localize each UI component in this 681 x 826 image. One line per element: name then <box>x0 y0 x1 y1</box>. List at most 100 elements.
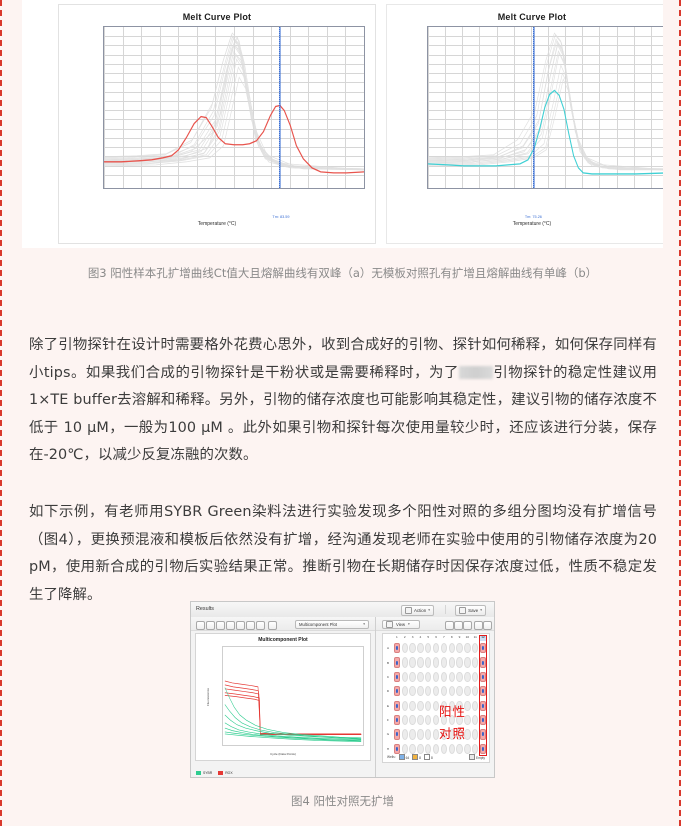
plate-well-H11[interactable] <box>471 742 479 756</box>
plate-well-E10[interactable] <box>463 699 471 713</box>
plate-well-G9[interactable] <box>456 727 464 741</box>
plate-well-F8[interactable] <box>448 713 456 727</box>
plate-col-9[interactable]: 9 <box>458 635 461 639</box>
zoom-in-icon[interactable] <box>445 620 454 630</box>
plate-col-12[interactable]: 12 <box>479 635 487 641</box>
plate-well-H7[interactable] <box>440 742 448 756</box>
plate-well-E1[interactable] <box>393 699 401 713</box>
plate-well-H1[interactable] <box>393 742 401 756</box>
zoom-out-icon[interactable] <box>454 620 463 630</box>
plate-well-A5[interactable] <box>424 641 432 655</box>
plate-well-C5[interactable] <box>424 670 432 684</box>
plate-well-C7[interactable] <box>440 670 448 684</box>
plate-well-D4[interactable] <box>416 684 424 698</box>
plate-well-B10[interactable] <box>463 655 471 669</box>
plate-row-a[interactable]: A <box>386 646 390 651</box>
plate-well-G3[interactable] <box>409 727 417 741</box>
plate-well-H2[interactable] <box>401 742 409 756</box>
plate-well-D5[interactable] <box>424 684 432 698</box>
action-button[interactable]: Action ▾ <box>400 604 434 616</box>
plate-well-C4[interactable] <box>416 670 424 684</box>
plate-well-H6[interactable] <box>432 742 440 756</box>
save-button[interactable]: Save ▾ <box>455 604 486 616</box>
plate-well-B7[interactable] <box>440 655 448 669</box>
plate-well-E3[interactable] <box>409 699 417 713</box>
plate-well-H4[interactable] <box>416 742 424 756</box>
plate-col-4[interactable]: 4 <box>419 635 422 639</box>
plate-well-G10[interactable] <box>463 727 471 741</box>
plate-col-7[interactable]: 7 <box>443 635 445 639</box>
plate-well-F2[interactable] <box>401 713 409 727</box>
pan-icon[interactable] <box>236 620 245 630</box>
plate-well-A9[interactable] <box>456 641 464 655</box>
plate-well-E4[interactable] <box>416 699 424 713</box>
plate-well-D7[interactable] <box>440 684 448 698</box>
plate-well-E6[interactable] <box>432 699 440 713</box>
plate-well-D1[interactable] <box>393 684 401 698</box>
grid-icon[interactable] <box>246 620 255 630</box>
plate-well-G7[interactable] <box>440 727 448 741</box>
plate-well-E11[interactable] <box>471 699 479 713</box>
crop-icon[interactable] <box>256 620 265 630</box>
plate-well-C6[interactable] <box>432 670 440 684</box>
plate-well-B2[interactable] <box>401 655 409 669</box>
zoom-reset-icon[interactable] <box>463 620 472 630</box>
plate-well-A12[interactable] <box>479 641 487 655</box>
plate-well-H5[interactable] <box>424 742 432 756</box>
plate-well-E9[interactable] <box>456 699 464 713</box>
plate-well-G1[interactable] <box>393 727 401 741</box>
plate-well-B5[interactable] <box>424 655 432 669</box>
plate-col-2[interactable]: 2 <box>403 635 406 639</box>
plate-well-D10[interactable] <box>463 684 471 698</box>
plate-well-A8[interactable] <box>448 641 456 655</box>
plate-well-H12[interactable] <box>479 742 487 756</box>
plate-well-A6[interactable] <box>432 641 440 655</box>
plate-well-G4[interactable] <box>416 727 424 741</box>
plate-col-10[interactable]: 10 <box>465 635 470 639</box>
plate-well-C10[interactable] <box>463 670 471 684</box>
plate-col-3[interactable]: 3 <box>411 635 414 639</box>
plate-well-A3[interactable] <box>409 641 417 655</box>
plate-col-1[interactable]: 1 <box>396 635 398 639</box>
plate-well-F6[interactable] <box>432 713 440 727</box>
plate-well-A2[interactable] <box>401 641 409 655</box>
plate-well-C8[interactable] <box>448 670 456 684</box>
plate-well-H9[interactable] <box>456 742 464 756</box>
plate-wells[interactable] <box>393 641 487 756</box>
plate-well-E7[interactable] <box>440 699 448 713</box>
plate-well-A11[interactable] <box>471 641 479 655</box>
print-icon[interactable] <box>216 620 225 630</box>
plate-row-c[interactable]: C <box>386 674 390 679</box>
plate-well-B9[interactable] <box>456 655 464 669</box>
plate-well-D3[interactable] <box>409 684 417 698</box>
plate-well-D11[interactable] <box>471 684 479 698</box>
plate-row-e[interactable]: E <box>386 703 390 708</box>
plate-well-C1[interactable] <box>393 670 401 684</box>
plate-well-F3[interactable] <box>409 713 417 727</box>
plate-well-F7[interactable] <box>440 713 448 727</box>
plate-well-C3[interactable] <box>409 670 417 684</box>
plate-well-C2[interactable] <box>401 670 409 684</box>
plate-well-F10[interactable] <box>463 713 471 727</box>
plate-grid-view[interactable]: 1 2 3 4 5 6 7 8 9 10 11 12 A <box>382 633 490 763</box>
plate-view-icon[interactable] <box>474 620 483 630</box>
plate-col-5[interactable]: 5 <box>427 635 430 639</box>
plate-well-G6[interactable] <box>432 727 440 741</box>
plate-well-D9[interactable] <box>456 684 464 698</box>
plate-well-H10[interactable] <box>463 742 471 756</box>
plate-well-B4[interactable] <box>416 655 424 669</box>
plate-well-D12[interactable] <box>479 684 487 698</box>
plate-well-F5[interactable] <box>424 713 432 727</box>
zoom-in-icon[interactable] <box>196 620 205 630</box>
plate-well-F11[interactable] <box>471 713 479 727</box>
plate-well-G12[interactable] <box>479 727 487 741</box>
plate-row-g[interactable]: G <box>386 732 390 737</box>
zoom-out-icon[interactable] <box>206 620 215 630</box>
plate-well-C9[interactable] <box>456 670 464 684</box>
plate-well-A1[interactable] <box>393 641 401 655</box>
plate-row-f[interactable]: F <box>387 718 389 723</box>
plate-well-B8[interactable] <box>448 655 456 669</box>
plate-well-F4[interactable] <box>416 713 424 727</box>
plate-well-C11[interactable] <box>471 670 479 684</box>
plot-type-select[interactable]: Multicomponent Plot ▾ <box>295 619 369 629</box>
